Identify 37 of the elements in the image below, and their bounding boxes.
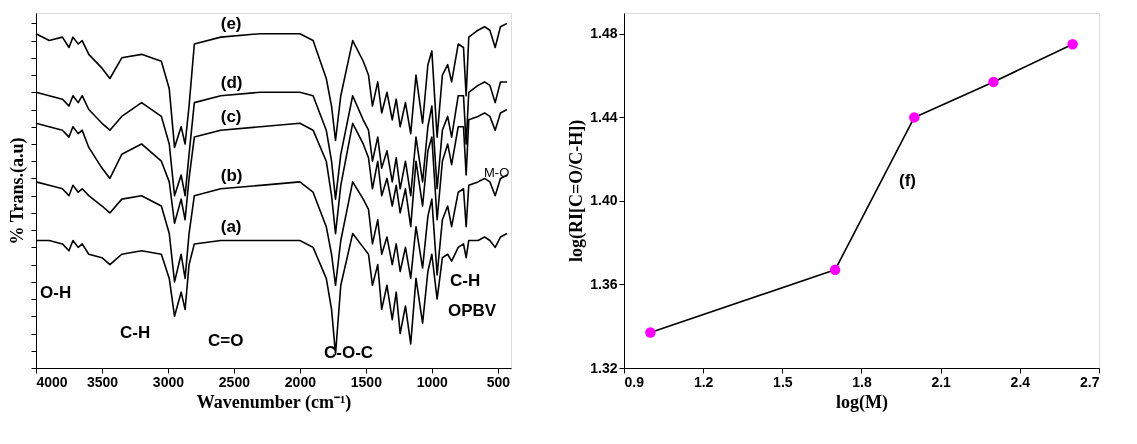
annotation: C-H (450, 271, 481, 290)
x-tick-label: 3000 (152, 373, 185, 390)
annotation: (f) (899, 171, 916, 190)
annotation: C=O (208, 331, 244, 350)
y-tick-label: 1.32 (590, 359, 618, 376)
x-tick-label: 2.7 (1080, 373, 1100, 390)
annotation: OPBV (448, 301, 497, 320)
x-tick-label: 0.9 (624, 373, 645, 390)
x-tick-label: 3500 (86, 373, 119, 390)
y-axis-title: log(RI[C=O/C-H]) (566, 119, 588, 263)
annotation: C-H (120, 323, 151, 342)
annotation: M-O (484, 165, 510, 180)
y-tick-label: 1.36 (590, 275, 618, 292)
y-tick-label: 1.40 (590, 192, 618, 209)
y-tick-label: 1.44 (590, 108, 618, 125)
x-tick-label: 4000 (36, 373, 68, 390)
x-axis-title: log(M) (836, 391, 888, 413)
x-tick-label: 1000 (416, 373, 449, 390)
series-label: (e) (220, 14, 242, 34)
x-tick-label: 2.1 (931, 373, 952, 390)
x-tick-label: 1.8 (852, 373, 872, 390)
series-label: (b) (220, 165, 243, 185)
y-axis-title: % Trans.(a.u) (7, 137, 28, 245)
x-tick-label: 2000 (284, 373, 317, 390)
series-label: (d) (220, 72, 243, 92)
x-axis-title: Wavenumber (cm⁻¹) (196, 391, 352, 413)
x-tick-label: 2.4 (1010, 373, 1031, 390)
x-tick-label: 1.2 (693, 373, 714, 390)
y-tick-label: 1.48 (590, 25, 618, 42)
series-label: (c) (220, 107, 242, 127)
x-tick-label: 2500 (218, 373, 251, 390)
series-label: (a) (220, 217, 242, 237)
annotation: O-H (40, 283, 72, 302)
annotation: C-O-C (324, 343, 374, 362)
x-tick-label: 1500 (350, 373, 383, 390)
x-tick-label: 500 (486, 373, 511, 390)
x-tick-label: 1.5 (773, 373, 793, 390)
